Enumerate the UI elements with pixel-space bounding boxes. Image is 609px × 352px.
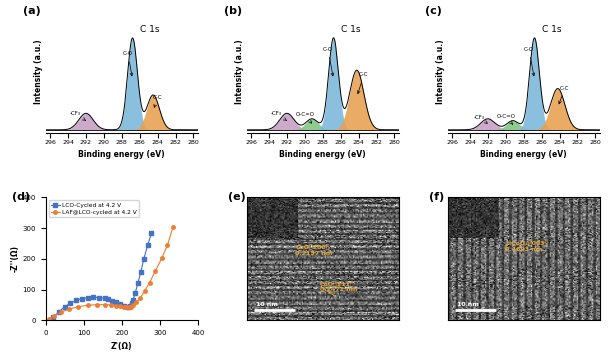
LAF@LCO-cycled at 4.2 V (152, 269, 159, 273)
LAF@LCO-cycled at 4.2 V (74, 305, 82, 309)
LCO-Cycled at 4.2 V (101, 296, 108, 300)
Text: (a): (a) (23, 6, 41, 15)
LAF@LCO-cycled at 4.2 V (141, 289, 148, 293)
LCO-Cycled at 4.2 V (140, 257, 147, 261)
LAF@LCO-cycled at 4.2 V (158, 256, 166, 260)
Text: C-O: C-O (524, 47, 535, 76)
LAF@LCO-cycled at 4.2 V (101, 302, 108, 307)
LCO-Cycled at 4.2 V (144, 243, 151, 247)
X-axis label: Z'(Ω): Z'(Ω) (111, 341, 133, 351)
LAF@LCO-cycled at 4.2 V (107, 303, 114, 307)
LAF@LCO-cycled at 4.2 V (120, 305, 127, 309)
Text: -CF₃: -CF₃ (270, 111, 287, 120)
Text: C 1s: C 1s (140, 25, 160, 34)
LCO-Cycled at 4.2 V (137, 270, 144, 274)
Text: LiCoO₂（003）
0.4693 nm: LiCoO₂（003） 0.4693 nm (505, 240, 549, 252)
LCO-Cycled at 4.2 V (127, 304, 134, 308)
LAF@LCO-cycled at 4.2 V (116, 304, 124, 308)
LAF@LCO-cycled at 4.2 V (133, 300, 140, 304)
X-axis label: Binding energy (eV): Binding energy (eV) (481, 150, 567, 159)
X-axis label: Binding energy (eV): Binding energy (eV) (280, 150, 366, 159)
Text: CoO（200）
0.2137 nm: CoO（200） 0.2137 nm (295, 244, 333, 256)
LAF@LCO-cycled at 4.2 V (57, 310, 65, 314)
LCO-Cycled at 4.2 V (120, 304, 127, 308)
Text: 10 nm: 10 nm (256, 302, 278, 307)
LCO-Cycled at 4.2 V (132, 291, 139, 295)
LAF@LCO-cycled at 4.2 V (84, 303, 91, 307)
LCO-Cycled at 4.2 V (128, 301, 135, 306)
X-axis label: Binding energy (eV): Binding energy (eV) (79, 150, 165, 159)
Text: (d): (d) (12, 193, 30, 202)
LCO-Cycled at 4.2 V (113, 300, 120, 304)
LCO-Cycled at 4.2 V (49, 315, 57, 319)
Line: LAF@LCO-cycled at 4.2 V: LAF@LCO-cycled at 4.2 V (47, 225, 175, 321)
Text: O-C=O: O-C=O (496, 114, 515, 124)
Text: (b): (b) (224, 6, 242, 15)
LAF@LCO-cycled at 4.2 V (65, 307, 72, 312)
Text: C 1s: C 1s (341, 25, 361, 34)
Text: CoO（111）
0.2472 nm: CoO（111） 0.2472 nm (320, 281, 357, 293)
Text: C-C: C-C (357, 72, 368, 94)
Text: (c): (c) (425, 6, 442, 15)
LCO-Cycled at 4.2 V (61, 305, 68, 309)
LCO-Cycled at 4.2 V (78, 296, 85, 301)
LAF@LCO-cycled at 4.2 V (136, 296, 144, 300)
LCO-Cycled at 4.2 V (67, 301, 74, 305)
LCO-Cycled at 4.2 V (105, 297, 112, 302)
Line: LCO-Cycled at 4.2 V: LCO-Cycled at 4.2 V (52, 232, 153, 319)
LAF@LCO-cycled at 4.2 V (146, 281, 153, 285)
Text: -CF₃: -CF₃ (473, 115, 487, 123)
Text: C-O: C-O (123, 51, 133, 76)
LAF@LCO-cycled at 4.2 V (122, 305, 130, 309)
LCO-Cycled at 4.2 V (148, 231, 155, 235)
Text: C-C: C-C (153, 95, 163, 107)
LCO-Cycled at 4.2 V (72, 298, 80, 302)
LCO-Cycled at 4.2 V (130, 298, 137, 302)
Y-axis label: Intensity (a.u.): Intensity (a.u.) (235, 40, 244, 104)
LAF@LCO-cycled at 4.2 V (130, 303, 137, 307)
LAF@LCO-cycled at 4.2 V (93, 302, 100, 307)
LCO-Cycled at 4.2 V (116, 302, 124, 306)
Text: 10 nm: 10 nm (457, 302, 479, 307)
LCO-Cycled at 4.2 V (90, 295, 97, 300)
LAF@LCO-cycled at 4.2 V (45, 317, 52, 321)
Text: (f): (f) (429, 193, 445, 202)
LAF@LCO-cycled at 4.2 V (125, 305, 132, 309)
Text: -CF₃: -CF₃ (69, 111, 86, 120)
LAF@LCO-cycled at 4.2 V (51, 314, 58, 318)
Legend: LCO-Cycled at 4.2 V, LAF@LCO-cycled at 4.2 V: LCO-Cycled at 4.2 V, LAF@LCO-cycled at 4… (49, 200, 139, 217)
LCO-Cycled at 4.2 V (84, 295, 91, 300)
LCO-Cycled at 4.2 V (55, 310, 63, 314)
LAF@LCO-cycled at 4.2 V (169, 225, 177, 229)
Y-axis label: Intensity (a.u.): Intensity (a.u.) (436, 40, 445, 104)
Y-axis label: -Z''(Ω): -Z''(Ω) (11, 245, 19, 272)
Text: (e): (e) (228, 193, 246, 202)
LCO-Cycled at 4.2 V (125, 305, 132, 309)
LCO-Cycled at 4.2 V (134, 281, 141, 285)
Text: O-C=O: O-C=O (295, 112, 314, 123)
LCO-Cycled at 4.2 V (123, 305, 130, 309)
LAF@LCO-cycled at 4.2 V (113, 303, 120, 308)
Text: C-C: C-C (558, 86, 569, 104)
Y-axis label: Intensity (a.u.): Intensity (a.u.) (34, 40, 43, 104)
LAF@LCO-cycled at 4.2 V (127, 305, 135, 309)
LAF@LCO-cycled at 4.2 V (164, 243, 171, 247)
Text: C 1s: C 1s (542, 25, 561, 34)
LCO-Cycled at 4.2 V (95, 295, 102, 300)
LCO-Cycled at 4.2 V (108, 298, 116, 303)
Text: C-O: C-O (323, 47, 334, 76)
